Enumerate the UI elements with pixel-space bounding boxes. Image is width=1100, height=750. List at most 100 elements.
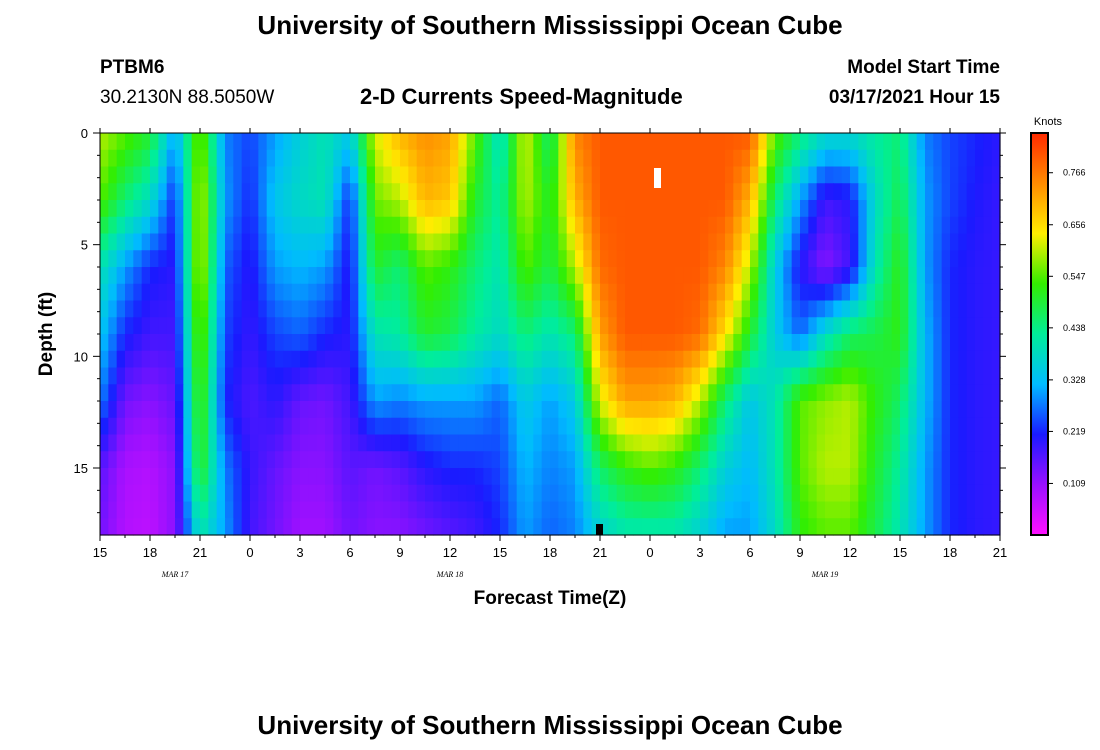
heatmap-cell <box>308 216 318 235</box>
heatmap-cell <box>950 434 959 452</box>
colorbar-tick-label: 0.219 <box>1063 426 1086 436</box>
heatmap-cell <box>925 200 934 218</box>
heatmap-cell <box>791 300 801 318</box>
heatmap-cell <box>450 434 459 452</box>
heatmap-cell <box>416 300 426 318</box>
heatmap-cell <box>683 300 693 318</box>
heatmap-cell <box>575 434 584 452</box>
heatmap-cell <box>700 216 709 235</box>
heatmap-cell <box>108 468 118 486</box>
y-tick-label: 0 <box>81 126 88 141</box>
heatmap-cell <box>516 183 526 201</box>
heatmap-cell <box>683 283 693 302</box>
heatmap-cell <box>675 183 684 201</box>
heatmap-cell <box>850 384 859 402</box>
heatmap-cell <box>566 518 576 536</box>
heatmap-cell <box>425 367 434 385</box>
heatmap-cell <box>216 183 226 201</box>
heatmap-cell <box>191 200 201 218</box>
heatmap-cell <box>375 518 384 536</box>
heatmap-cell <box>733 216 743 235</box>
heatmap-cell <box>958 417 968 436</box>
heatmap-cell <box>491 350 501 369</box>
heatmap-cell <box>933 216 943 235</box>
heatmap-cell <box>158 250 168 268</box>
heatmap-cell <box>450 133 459 151</box>
heatmap-cell <box>508 317 518 335</box>
heatmap-cell <box>966 183 976 201</box>
heatmap-cell <box>650 384 659 402</box>
heatmap-cell <box>458 133 468 151</box>
heatmap-cell <box>583 434 593 452</box>
heatmap-cell <box>725 451 734 469</box>
heatmap-cell <box>825 149 834 168</box>
heatmap-cell <box>841 501 851 519</box>
heatmap-cell <box>941 233 951 251</box>
heatmap-cell <box>350 166 359 184</box>
heatmap-cell <box>658 216 668 235</box>
heatmap-cell <box>483 133 493 151</box>
heatmap-cell <box>375 417 384 436</box>
heatmap-cell <box>666 283 676 302</box>
heatmap-cell <box>850 200 859 218</box>
heatmap-cell <box>100 216 109 235</box>
heatmap-cell <box>150 401 159 419</box>
heatmap-cell <box>483 350 493 369</box>
heatmap-cell <box>975 300 984 318</box>
heatmap-cell <box>791 384 801 402</box>
heatmap-cell <box>233 484 243 503</box>
heatmap-cell <box>375 216 384 235</box>
heatmap-cell <box>900 267 909 285</box>
heatmap-cell <box>291 317 301 335</box>
heatmap-cell <box>633 468 643 486</box>
heatmap-cell <box>350 468 359 486</box>
heatmap-cell <box>916 384 926 402</box>
heatmap-cell <box>816 300 826 318</box>
heatmap-cell <box>916 283 926 302</box>
heatmap-cell <box>133 166 143 184</box>
heatmap-cell <box>716 133 726 151</box>
heatmap-cell <box>208 334 218 352</box>
heatmap-cell <box>683 451 693 469</box>
heatmap-cell <box>633 283 643 302</box>
heatmap-cell <box>108 149 118 168</box>
heatmap-cell <box>216 434 226 452</box>
heatmap-cell <box>300 501 309 519</box>
heatmap-cell <box>958 384 968 402</box>
heatmap-cell <box>816 216 826 235</box>
heatmap-cell <box>400 417 409 436</box>
heatmap-cell <box>616 166 626 184</box>
heatmap-cell <box>866 417 876 436</box>
heatmap-cell <box>391 250 401 268</box>
heatmap-cell <box>616 518 626 536</box>
heatmap-cell <box>383 317 393 335</box>
heatmap-cell <box>125 267 134 285</box>
heatmap-cell <box>725 518 734 536</box>
x-tick-label: 18 <box>543 545 557 560</box>
heatmap-cell <box>250 317 259 335</box>
heatmap-cell <box>658 401 668 419</box>
heatmap-cell <box>633 317 643 335</box>
heatmap-cell <box>275 384 284 402</box>
heatmap-cell <box>908 434 918 452</box>
heatmap-cell <box>283 350 293 369</box>
heatmap-cell <box>366 300 376 318</box>
heatmap-cell <box>808 484 818 503</box>
heatmap-cell <box>408 484 418 503</box>
heatmap-cell <box>675 250 684 268</box>
heatmap-cell <box>625 233 634 251</box>
heatmap-cell <box>941 200 951 218</box>
heatmap-cell <box>891 518 901 536</box>
heatmap-cell <box>941 401 951 419</box>
heatmap-cell <box>766 468 776 486</box>
heatmap-cell <box>166 484 176 503</box>
heatmap-cell <box>783 283 793 302</box>
heatmap-cell <box>125 183 134 201</box>
heatmap-cell <box>383 451 393 469</box>
heatmap-cell <box>433 367 443 385</box>
heatmap-cell <box>141 434 151 452</box>
heatmap-cell <box>225 149 234 168</box>
heatmap-cell <box>200 200 209 218</box>
heatmap-cell <box>475 468 484 486</box>
heatmap-cell <box>716 417 726 436</box>
